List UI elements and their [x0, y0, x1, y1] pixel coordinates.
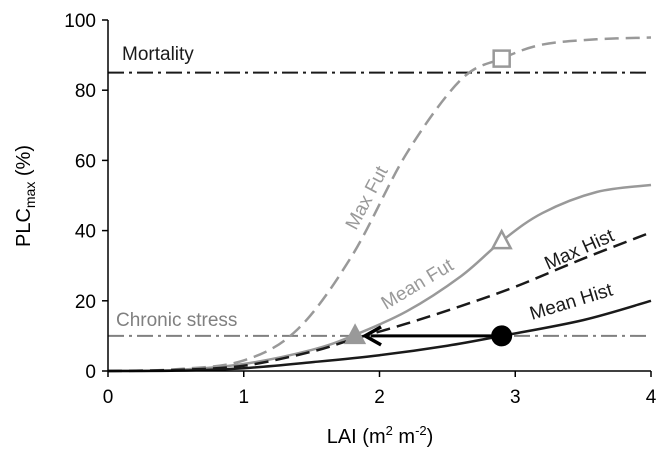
y-tick-label-2: 40: [75, 222, 96, 243]
x-axis-title: LAI (m2 m-2): [327, 423, 434, 448]
marker-triangle-2: [343, 323, 367, 345]
arrow-head: [361, 325, 382, 347]
y-axis-title: PLCmax (%): [13, 145, 38, 247]
mortality-label: Mortality: [122, 44, 194, 65]
x-tick-label-0: 0: [103, 387, 114, 408]
x-tick-label-3: 3: [510, 387, 521, 408]
series-label-mean-hist: Mean Hist: [527, 279, 616, 324]
y-tick-label-0: 0: [85, 362, 96, 383]
marker-circle-3: [491, 325, 513, 347]
x-tick-label-4: 4: [646, 387, 657, 408]
marker-triangle-1: [490, 228, 513, 250]
series-line-mean-hist: [107, 299, 652, 373]
y-tick-label-5: 100: [64, 11, 96, 32]
series-label-max-fut: Max Fut: [342, 162, 393, 233]
series-line-max-fut: [107, 36, 652, 373]
marker-square-0: [492, 49, 511, 68]
y-tick-label-3: 60: [75, 151, 96, 172]
x-tick-label-1: 1: [238, 387, 249, 408]
y-tick-label-1: 20: [75, 292, 96, 313]
y-tick-label-4: 80: [75, 81, 96, 102]
x-tick-label-2: 2: [374, 387, 385, 408]
plot-area: [107, 36, 652, 373]
chronic-stress-label: Chronic stress: [116, 310, 237, 331]
